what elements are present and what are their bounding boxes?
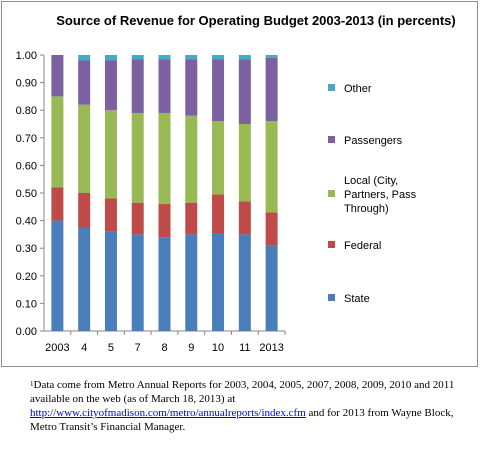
bar-segment <box>104 231 117 331</box>
x-tick-label: 7 <box>135 342 141 354</box>
bar-segment <box>238 124 251 202</box>
footnote-text: Data come from Metro Annual Reports for … <box>30 379 455 405</box>
x-tick-label: 4 <box>81 342 87 354</box>
legend-swatch <box>328 241 335 248</box>
revenue-chart: Source of Revenue for Operating Budget 2… <box>16 13 456 354</box>
bar-segment <box>158 112 171 205</box>
x-tick-label: 2013 <box>259 342 283 354</box>
legend-label: Partners, Pass <box>344 189 417 201</box>
bar-segment <box>238 201 251 235</box>
bar-segment <box>78 227 91 331</box>
bar-segment <box>238 234 251 331</box>
bar-segment <box>78 193 91 228</box>
bar-segment <box>212 55 225 60</box>
bar-segment <box>131 202 144 235</box>
y-tick-label: 0.60 <box>16 160 37 172</box>
bar-segment <box>265 57 278 122</box>
x-tick-label: 8 <box>161 342 167 354</box>
legend-label: Federal <box>344 240 381 252</box>
bar-segment <box>104 110 117 199</box>
legend-label: Other <box>344 83 372 95</box>
bar-segment <box>238 59 251 124</box>
legend-swatch <box>328 84 335 91</box>
y-tick-label: 1.00 <box>16 50 37 62</box>
bar-segment <box>212 59 225 122</box>
bar-segment <box>265 121 278 213</box>
legend-swatch <box>328 294 335 301</box>
legend: Other Passengers Local (City, Partners, Pas… <box>328 83 417 305</box>
footnote-text-end: and for 2013 from Wayne Block, Metro Tra… <box>30 407 454 433</box>
bar-segment <box>78 55 91 61</box>
legend-swatch <box>328 190 335 197</box>
legend-swatch <box>328 136 335 143</box>
bar-segment <box>51 220 64 331</box>
x-tick-label: 5 <box>108 342 114 354</box>
bar-segment <box>51 96 64 188</box>
bar-segment <box>212 233 225 331</box>
legend-label: State <box>344 293 370 305</box>
footnote-link[interactable]: http://www.cityofmadison.com/metro/annua… <box>30 407 306 419</box>
bar-segment <box>185 55 198 60</box>
bars <box>51 55 278 331</box>
bar-segment <box>185 234 198 331</box>
y-tick-label: 0.80 <box>16 105 37 117</box>
chart-area: Source of Revenue for Operating Budget 2… <box>1 1 478 367</box>
bar-segment <box>212 121 225 195</box>
bar-segment <box>158 55 171 60</box>
bar-segment <box>104 198 117 232</box>
bar-segment <box>265 55 278 58</box>
bar-segment <box>131 234 144 331</box>
x-tick-label: 10 <box>212 342 224 354</box>
bar-segment <box>265 212 278 246</box>
y-tick-label: 0.30 <box>16 243 37 255</box>
footnote: 1Data come from Metro Annual Reports for… <box>30 378 465 434</box>
bar-segment <box>158 237 171 331</box>
bar-segment <box>212 194 225 234</box>
x-tick-label: 11 <box>239 342 250 354</box>
footnote-marker: 1 <box>30 380 34 388</box>
bar-segment <box>104 55 117 61</box>
bar-segment <box>104 60 117 111</box>
bar-segment <box>78 60 91 105</box>
x-tick-label: 2003 <box>45 342 69 354</box>
bar-segment <box>185 115 198 203</box>
y-tick-label: 0.70 <box>16 133 37 145</box>
bar-segment <box>131 59 144 113</box>
chart-title: Source of Revenue for Operating Budget 2… <box>56 13 456 28</box>
y-tick-label: 0.90 <box>16 78 37 90</box>
bar-segment <box>131 112 144 203</box>
legend-label: Passengers <box>344 135 403 147</box>
bar-segment <box>158 59 171 113</box>
bar-segment <box>265 245 278 331</box>
bar-segment <box>238 55 251 60</box>
axes: 0.00 0.10 0.20 0.30 0.40 0.50 0.60 0.70 0.80 0.90… <box>16 50 286 354</box>
y-tick-label: 0.10 <box>16 298 37 310</box>
bar-segment <box>131 55 144 60</box>
bar-segment <box>185 202 198 235</box>
legend-label: Local (City, <box>344 175 398 187</box>
bar-segment <box>185 59 198 116</box>
legend-label: Through) <box>344 203 389 215</box>
bar-segment <box>51 187 64 221</box>
y-tick-label: 0.00 <box>16 326 37 338</box>
y-tick-label: 0.20 <box>16 271 37 283</box>
y-tick-label: 0.50 <box>16 188 37 200</box>
y-tick-label: 0.40 <box>16 216 37 228</box>
x-tick-label: 9 <box>188 342 194 354</box>
bar-segment <box>51 55 64 97</box>
bar-segment <box>158 204 171 238</box>
bar-segment <box>78 104 91 193</box>
